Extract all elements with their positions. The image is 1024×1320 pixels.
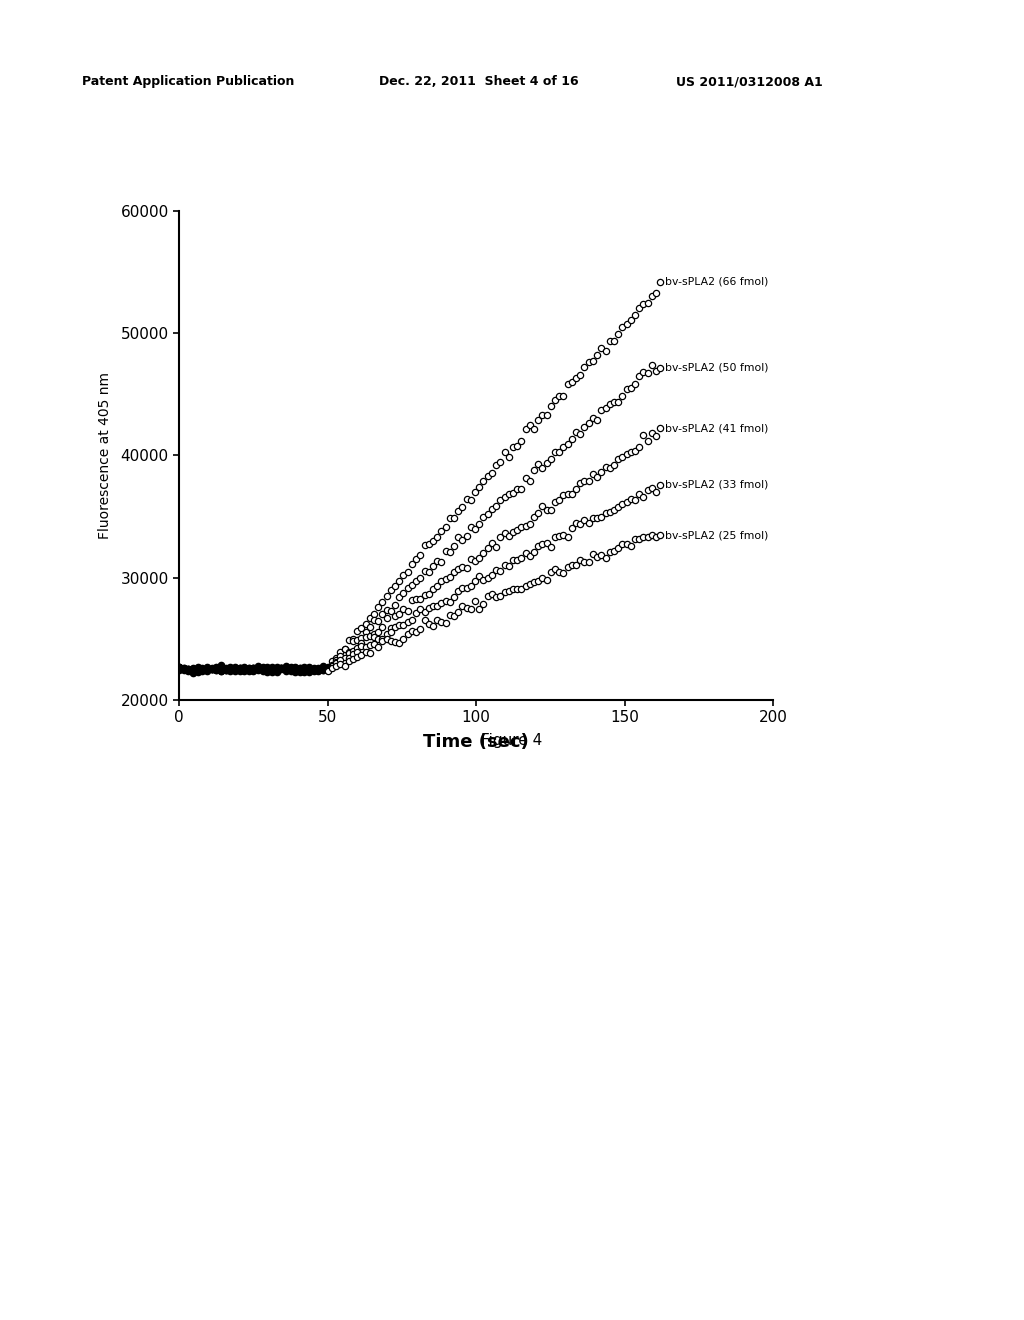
X-axis label: Time (sec): Time (sec): [423, 734, 529, 751]
Text: Patent Application Publication: Patent Application Publication: [82, 75, 294, 88]
Y-axis label: Fluorescence at 405 nm: Fluorescence at 405 nm: [98, 372, 113, 539]
Text: bv-sPLA2 (66 fmol): bv-sPLA2 (66 fmol): [665, 277, 768, 286]
Text: bv-sPLA2 (33 fmol): bv-sPLA2 (33 fmol): [665, 480, 768, 490]
Text: US 2011/0312008 A1: US 2011/0312008 A1: [676, 75, 822, 88]
Text: bv-sPLA2 (25 fmol): bv-sPLA2 (25 fmol): [665, 531, 768, 540]
Text: Figure 4: Figure 4: [481, 733, 543, 747]
Text: Dec. 22, 2011  Sheet 4 of 16: Dec. 22, 2011 Sheet 4 of 16: [379, 75, 579, 88]
Text: bv-sPLA2 (50 fmol): bv-sPLA2 (50 fmol): [665, 363, 768, 372]
Text: bv-sPLA2 (41 fmol): bv-sPLA2 (41 fmol): [665, 424, 768, 433]
